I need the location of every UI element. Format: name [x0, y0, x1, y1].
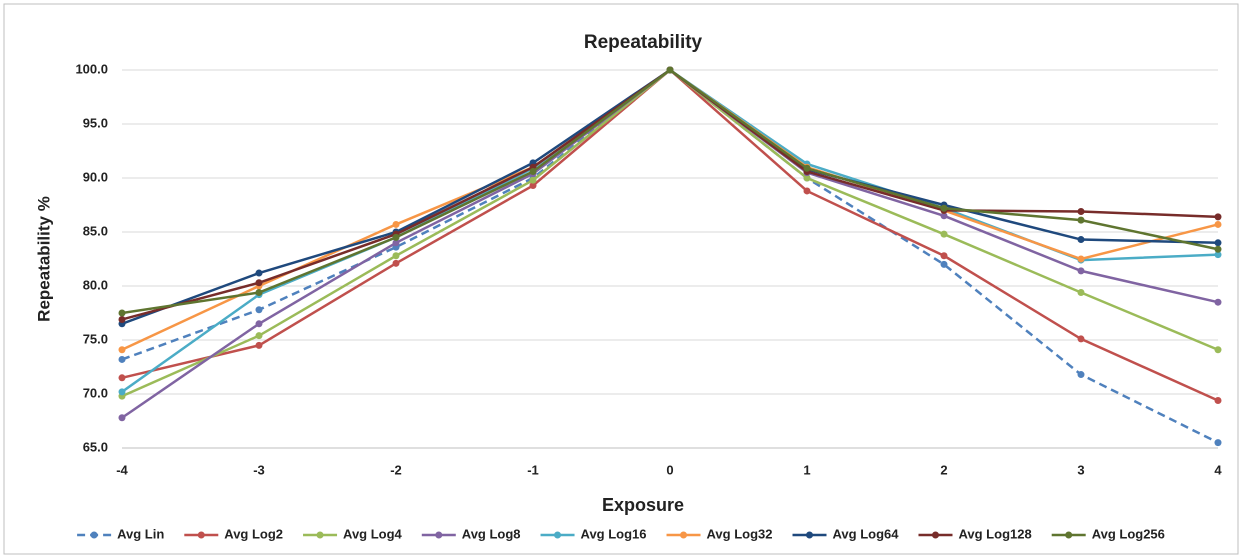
point: [529, 176, 537, 184]
x-tick-label: 4: [1214, 462, 1222, 477]
legend-label: Avg Log16: [581, 526, 647, 541]
point: [1214, 439, 1222, 447]
point: [1214, 396, 1222, 404]
point: [1077, 371, 1085, 379]
point: [1214, 213, 1222, 221]
point: [255, 269, 263, 277]
point: [1077, 255, 1085, 263]
point: [1077, 236, 1085, 244]
point: [666, 66, 674, 74]
legend-label: Avg Log32: [707, 526, 773, 541]
x-tick-label: -2: [390, 462, 402, 477]
point: [392, 252, 400, 260]
point: [118, 388, 126, 396]
x-tick-label: -4: [116, 462, 128, 477]
legend-label: Avg Log8: [462, 526, 521, 541]
chart-title: Repeatability: [584, 32, 703, 53]
point: [940, 230, 948, 238]
point: [1077, 267, 1085, 275]
y-tick-label: 65.0: [83, 439, 108, 454]
x-tick-label: 3: [1077, 462, 1084, 477]
point: [118, 414, 126, 422]
y-tick-label: 80.0: [83, 277, 108, 292]
legend: Avg Lin Avg Log2 Avg Log4 Avg Log8 Avg Log16…: [77, 526, 1165, 541]
y-axis-label: Repeatability %: [34, 196, 53, 322]
y-tick-label: 75.0: [83, 331, 108, 346]
legend-marker: [197, 531, 205, 539]
point: [255, 320, 263, 328]
point: [118, 374, 126, 382]
legend-marker: [680, 531, 688, 539]
point: [529, 168, 537, 176]
legend-label: Avg Log64: [833, 526, 900, 541]
legend-marker: [806, 531, 814, 539]
point: [940, 212, 948, 220]
point: [940, 204, 948, 212]
legend-label: Avg Log256: [1092, 526, 1165, 541]
x-tick-label: -1: [527, 462, 539, 477]
point: [392, 239, 400, 247]
legend-label: Avg Log128: [958, 526, 1031, 541]
legend-marker: [1065, 531, 1073, 539]
point: [1214, 346, 1222, 354]
y-tick-label: 100.0: [75, 61, 108, 76]
legend-marker: [316, 531, 324, 539]
point: [940, 260, 948, 268]
point: [392, 233, 400, 241]
legend-label: Avg Lin: [117, 526, 164, 541]
point: [803, 187, 811, 195]
point: [803, 174, 811, 182]
point: [1214, 298, 1222, 306]
legend-marker: [931, 531, 939, 539]
y-tick-label: 70.0: [83, 385, 108, 400]
chart-border: [3, 3, 1239, 555]
y-tick-label: 90.0: [83, 169, 108, 184]
point: [118, 315, 126, 323]
point: [255, 288, 263, 296]
point: [118, 309, 126, 317]
x-tick-label: -3: [253, 462, 265, 477]
legend-marker: [435, 531, 443, 539]
point: [1077, 207, 1085, 215]
x-tick-label: 0: [666, 462, 673, 477]
point: [392, 259, 400, 267]
point: [1214, 245, 1222, 253]
point: [118, 355, 126, 363]
legend-label: Avg Log2: [224, 526, 283, 541]
point: [118, 346, 126, 354]
y-tick-label: 95.0: [83, 115, 108, 130]
x-axis-label: Exposure: [602, 495, 684, 515]
point: [1077, 288, 1085, 296]
point: [1214, 220, 1222, 228]
point: [255, 332, 263, 340]
point: [255, 279, 263, 287]
point: [1214, 251, 1222, 259]
point: [940, 252, 948, 260]
point: [529, 182, 537, 190]
y-tick-label: 85.0: [83, 223, 108, 238]
legend-label: Avg Log4: [343, 526, 403, 541]
point: [1077, 335, 1085, 343]
point: [1214, 239, 1222, 247]
x-tick-label: 1: [803, 462, 810, 477]
point: [255, 306, 263, 314]
legend-marker: [90, 531, 98, 539]
point: [392, 220, 400, 228]
point: [803, 164, 811, 172]
point: [255, 341, 263, 349]
point: [1077, 216, 1085, 224]
x-tick-label: 2: [940, 462, 947, 477]
legend-marker: [554, 531, 562, 539]
